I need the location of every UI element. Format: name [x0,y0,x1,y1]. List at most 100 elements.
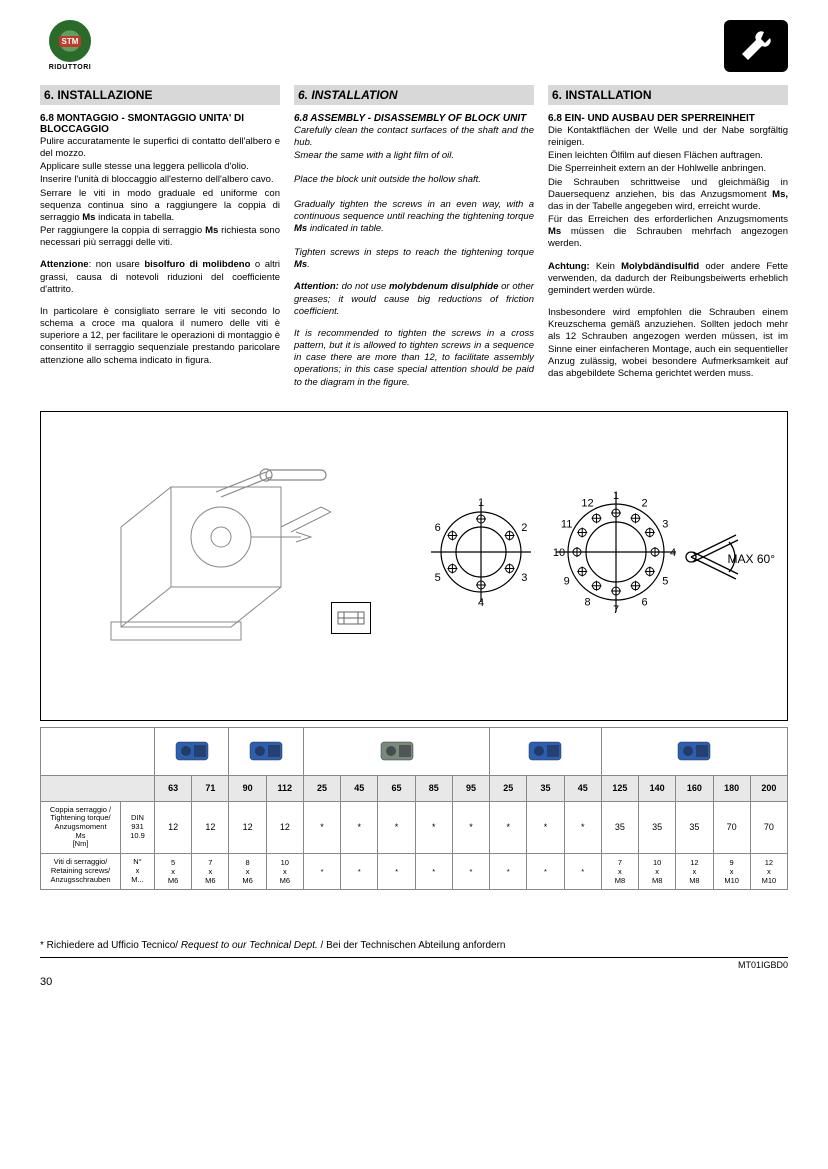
six-screw-pattern: 123456 [421,492,541,612]
size-cell: 65 [378,775,415,801]
torque-cell: * [564,801,601,853]
stm-logo: STM RIDUTTORI [40,20,100,75]
size-cell: 63 [155,775,192,801]
svg-text:2: 2 [641,497,647,509]
row2-spec: N°xM... [121,853,155,889]
size-cell: 25 [303,775,340,801]
logo-gear-icon: STM [49,20,91,62]
svg-text:10: 10 [553,547,565,559]
torque-cell: 12 [266,801,303,853]
column-german: 6. INSTALLATION 6.8 EIN- UND AUSBAU DER … [548,85,788,399]
torque-cell: * [490,801,527,853]
it-p4: Serrare le viti in modo graduale ed unif… [40,188,280,224]
de-p2: Einen leichten Ölfilm auf diesen Flächen… [548,150,788,162]
svg-text:4: 4 [670,547,676,559]
screw-cell: * [415,853,452,889]
product-image-cell [601,727,787,775]
screw-cell: 9xM10 [713,853,750,889]
it-p3: Inserire l'unità di bloccaggio all'ester… [40,174,280,186]
subhead-en: 6.8 ASSEMBLY - DISASSEMBLY OF BLOCK UNIT [294,113,534,124]
screw-cell: * [564,853,601,889]
size-cell: 160 [676,775,713,801]
page-header: STM RIDUTTORI [40,20,788,75]
column-italian: 6. INSTALLAZIONE 6.8 MONTAGGIO - SMONTAG… [40,85,280,399]
size-cell: 95 [452,775,489,801]
size-cell: 140 [639,775,676,801]
de-p6: Insbesondere wird empfohlen die Schraube… [548,307,788,380]
screw-cell: * [527,853,564,889]
de-p5: Für das Erreichen des erforderlichen Anz… [548,214,788,250]
doc-code: MT01IGBD0 [738,960,788,970]
svg-text:5: 5 [435,572,441,584]
torque-cell: * [415,801,452,853]
text-columns: 6. INSTALLAZIONE 6.8 MONTAGGIO - SMONTAG… [40,85,788,399]
section-title-it: 6. INSTALLAZIONE [40,85,280,105]
screw-cell: * [303,853,340,889]
torque-cell: * [341,801,378,853]
assembly-figure: 123456 123456789101112 MAX 60° [40,411,788,721]
product-image-cell [229,727,303,775]
section-title-de: 6. INSTALLATION [548,85,788,105]
de-attention: Achtung: Kein Molybdändisulfid oder ande… [548,261,788,297]
size-cell: 90 [229,775,266,801]
row1-spec: DIN93110.9 [121,801,155,853]
svg-text:7: 7 [613,604,619,616]
inset-coupling-icon [331,602,371,634]
column-english: 6. INSTALLATION 6.8 ASSEMBLY - DISASSEMB… [294,85,534,399]
row1-label: Coppia serraggio /Tightening torque/Anzu… [41,801,121,853]
torque-cell: 12 [155,801,192,853]
svg-text:3: 3 [521,572,527,584]
it-p5: Per raggiungere la coppia di serraggio M… [40,225,280,249]
size-cell: 25 [490,775,527,801]
screw-cell: * [452,853,489,889]
de-p3: Die Sperreinheit extern an der Hohlwelle… [548,163,788,175]
footnote: * Richiedere ad Ufficio Tecnico/ Request… [40,940,788,951]
size-cell: 200 [750,775,787,801]
torque-cell: * [378,801,415,853]
torque-cell: * [452,801,489,853]
size-cell: 45 [564,775,601,801]
screw-cell: 10xM6 [266,853,303,889]
size-cell: 112 [266,775,303,801]
screw-cell: 7xM8 [601,853,638,889]
en-p6: It is recommended to tighten the screws … [294,328,534,389]
svg-text:1: 1 [478,497,484,509]
it-p6: In particolare è consigliato serrare le … [40,306,280,367]
twelve-screw-pattern: 123456789101112 [551,487,681,617]
torque-cell: 12 [229,801,266,853]
screw-cell: * [341,853,378,889]
it-p2: Applicare sulle stesse una leggera pelli… [40,161,280,173]
en-attention: Attention: do not use molybdenum disulph… [294,281,534,317]
it-p1: Pulire accuratamente le superfici di con… [40,136,280,160]
screw-cell: * [378,853,415,889]
product-image-cell [303,727,489,775]
logo-badge: STM [59,36,82,47]
it-attention: Attenzione: non usare bisolfuro di molib… [40,259,280,295]
subhead-it: 6.8 MONTAGGIO - SMONTAGGIO UNITA' DI BLO… [40,113,280,135]
size-cell: 45 [341,775,378,801]
en-p1: Carefully clean the contact surfaces of … [294,125,534,149]
torque-cell: * [303,801,340,853]
size-cell: 85 [415,775,452,801]
torque-cell: 70 [713,801,750,853]
torque-table: 6371901122545658595253545125140160180200… [40,727,788,890]
screw-cell: 5xM6 [155,853,192,889]
size-cell: 35 [527,775,564,801]
product-image-cell [490,727,602,775]
torque-cell: 70 [750,801,787,853]
size-cell: 180 [713,775,750,801]
torque-cell: 35 [639,801,676,853]
svg-text:6: 6 [435,522,441,534]
section-title-en: 6. INSTALLATION [294,85,534,105]
svg-text:11: 11 [561,518,572,530]
de-p1: Die Kontaktflächen der Welle und der Nab… [548,125,788,149]
screw-cell: 10xM8 [639,853,676,889]
svg-text:12: 12 [581,497,593,509]
svg-text:8: 8 [584,596,590,608]
footer: MT01IGBD0 [40,957,788,970]
torque-cell: 35 [676,801,713,853]
screw-cell: 8xM6 [229,853,266,889]
en-p2: Smear the same with a light film of oil. [294,150,534,162]
size-cell: 71 [192,775,229,801]
screw-cell: 7xM6 [192,853,229,889]
